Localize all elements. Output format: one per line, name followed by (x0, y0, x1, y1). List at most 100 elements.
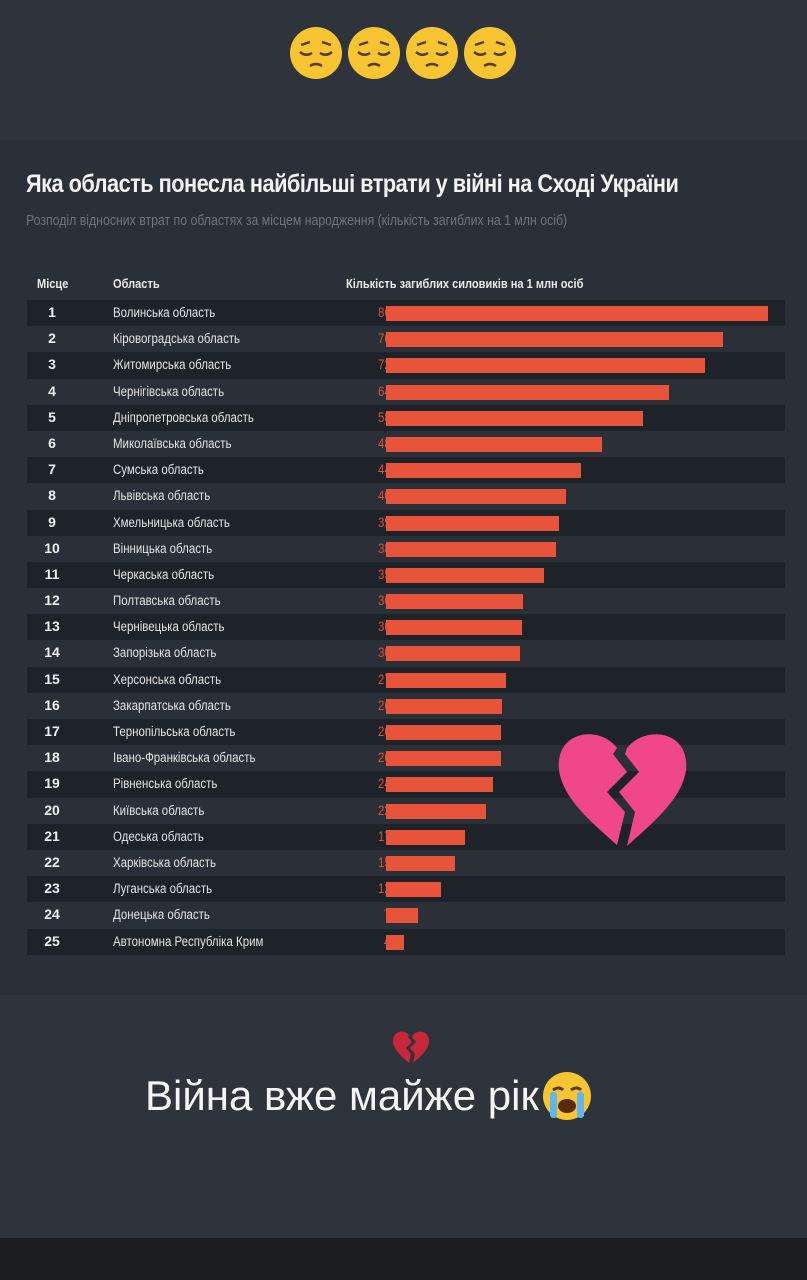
table-row: 12 Полтавська область 30,9 (27, 588, 785, 614)
rank: 10 (44, 539, 60, 556)
rank: 6 (48, 434, 56, 451)
bar (386, 410, 643, 426)
region-name: Тернопільська область (113, 724, 236, 739)
chart-subtitle: Розподіл відносних втрат по областях за … (26, 212, 568, 229)
bar (386, 803, 486, 819)
top-emojis (288, 25, 518, 81)
rank: 17 (44, 723, 60, 739)
caption-text: Війна вже майже рік (145, 1072, 539, 1119)
region-name: Миколаївська область (113, 435, 232, 451)
rank: 21 (44, 827, 60, 844)
table-row: 1 Волинська область 86,4 (27, 300, 785, 327)
table-row: 14 Запорізька область 30,4 (27, 640, 785, 666)
table-row: 6 Миколаївська область 48,8 (27, 431, 785, 457)
bar (386, 882, 442, 898)
region-name: Черкаська область (113, 566, 215, 582)
rank: 12 (44, 592, 60, 609)
bar (386, 541, 556, 557)
table-row: 13 Чернівецька область 30,8 (27, 614, 785, 641)
table-row: 3 Житомирська область 72,2 (27, 352, 785, 379)
bar (386, 436, 602, 452)
pensive-face-icon (348, 27, 400, 79)
bar (386, 777, 493, 793)
bar (386, 384, 669, 400)
bar (386, 567, 545, 583)
bar (386, 829, 466, 845)
caption: Війна вже майже рік (145, 1070, 593, 1122)
pensive-face-icon (464, 27, 516, 79)
region-name: Івано-Франківська область (113, 750, 256, 766)
broken-heart-icon (558, 734, 687, 846)
bar (386, 358, 706, 374)
table-row: 18 Івано-Франківська область 26,0 (27, 745, 785, 771)
table-row: 22 Харківська область 15,7 (27, 850, 785, 876)
region-name: Харківська область (113, 854, 217, 870)
table-row: 5 Дніпропетровська область 58,1 (27, 404, 785, 431)
bar (386, 489, 566, 505)
table-row: 7 Сумська область 44,2 (27, 457, 785, 484)
rank: 2 (48, 330, 56, 347)
header-rank: Місце (37, 276, 69, 291)
chart-title: Яка область понесла найбільші втрати у в… (26, 170, 679, 198)
rank: 14 (44, 644, 60, 661)
header-value: Кількість загиблих силовиків на 1 млн ос… (346, 276, 584, 291)
table-row: 15 Херсонська область 27,1 (27, 666, 785, 693)
table-row: 2 Кіровоградська область 76,2 (27, 326, 785, 352)
table-row: 8 Львівська область 40,6 (27, 483, 785, 509)
rank: 8 (48, 487, 56, 504)
rank: 11 (44, 565, 60, 582)
rank: 1 (48, 304, 56, 320)
rank: 23 (44, 880, 60, 897)
table-row: 11 Черкаська область 35,8 (27, 561, 785, 589)
region-name: Рівненська область (113, 776, 218, 792)
bar (386, 306, 768, 321)
region-name: Херсонська область (113, 671, 222, 687)
region-name: Запорізька область (113, 645, 217, 661)
rank: 16 (44, 696, 60, 713)
table-row: 25 Автономна Республіка Крим 4,0 (27, 928, 785, 955)
table-row: 20 Київська область 22,6 (27, 798, 785, 824)
region-name: Дніпропетровська область (113, 409, 254, 425)
rank: 22 (44, 853, 60, 870)
region-name: Київська область (113, 802, 205, 818)
crying-face-icon (542, 1072, 591, 1120)
region-name: Чернігівська область (113, 383, 225, 399)
chart-rows: 1 Волинська область 86,4 2 Кіровоградськ… (27, 300, 785, 955)
rank: 4 (48, 382, 56, 399)
region-name: Львівська область (113, 488, 211, 504)
rank: 19 (44, 775, 60, 792)
bottom-bar (0, 1238, 807, 1280)
rank: 15 (44, 670, 60, 687)
rank: 7 (48, 461, 56, 478)
region-name: Кіровоградська область (113, 331, 241, 347)
table-row: 24 Донецька область 7,3 (27, 902, 785, 928)
bar (386, 515, 559, 531)
table-row: 4 Чернігівська область 64,0 (27, 379, 785, 405)
rank: 25 (44, 932, 60, 949)
header-region: Область (113, 276, 160, 291)
region-name: Луганська область (113, 881, 213, 897)
region-name: Сумська область (113, 462, 204, 478)
region-name: Волинська область (113, 305, 216, 320)
bar (386, 751, 501, 767)
table-row: 23 Луганська область 12,5 (27, 876, 785, 903)
rank: 13 (44, 618, 60, 635)
rank: 5 (48, 408, 56, 425)
rank: 18 (44, 749, 60, 766)
table-row: 21 Одеська область 17,9 (27, 823, 785, 850)
rank: 20 (44, 801, 60, 818)
bar (386, 908, 419, 924)
region-name: Полтавська область (113, 593, 221, 609)
bar (386, 332, 723, 348)
bar (386, 855, 456, 871)
bar (386, 934, 404, 950)
region-name: Чернівецька область (113, 619, 225, 635)
bar (386, 672, 506, 688)
pensive-face-icon (406, 27, 458, 79)
bar (386, 646, 521, 662)
table-row: 9 Хмельницька область 39,1 (27, 509, 785, 536)
rank: 9 (48, 513, 56, 530)
bar (386, 463, 582, 479)
rank: 24 (44, 906, 60, 923)
region-name: Закарпатська область (113, 697, 231, 713)
